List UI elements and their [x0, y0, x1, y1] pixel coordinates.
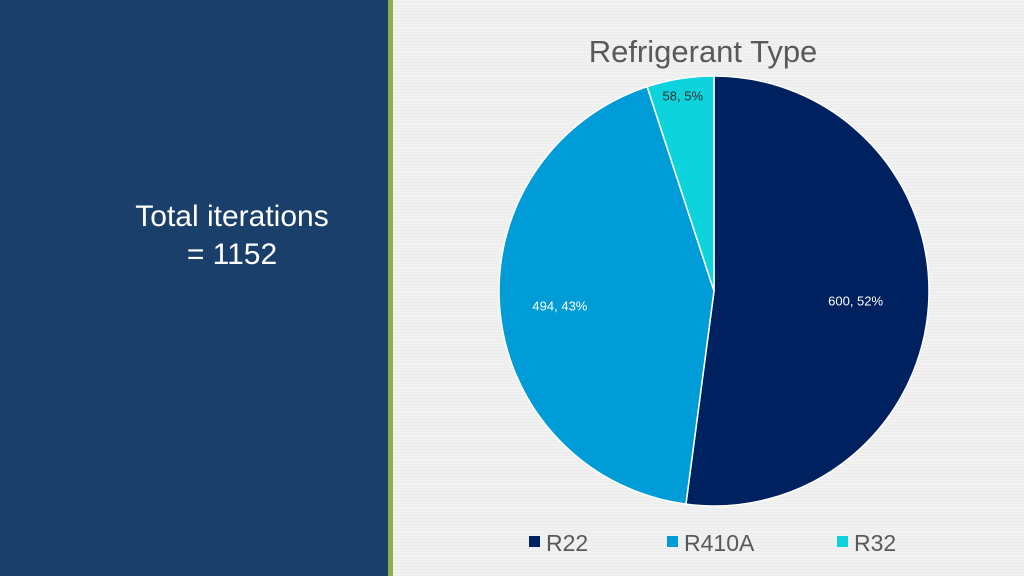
data-label-r22: 600, 52%	[828, 293, 883, 308]
total-iterations-text: Total iterations = 1152	[80, 198, 384, 274]
pie-slice-r22	[685, 75, 930, 507]
pie-slice-r410a	[498, 85, 715, 506]
pie-slice-r32	[646, 75, 715, 292]
accent-divider	[388, 0, 393, 576]
total-iterations-line1: Total iterations	[135, 200, 329, 233]
legend-label-r22: R22	[546, 530, 588, 556]
legend-swatch-r410a	[667, 536, 678, 547]
left-panel: Total iterations = 1152	[0, 0, 388, 576]
pie-chart: Refrigerant Type 600, 52%494, 43%58, 5% …	[498, 34, 930, 556]
pie-data-labels: 600, 52% 494, 43% 58, 5%	[532, 89, 883, 314]
legend-label-r410a: R410A	[684, 530, 755, 556]
data-label-r410a: 494, 43%	[532, 298, 587, 313]
total-iterations-line2: = 1152	[186, 238, 278, 271]
chart-title: Refrigerant Type	[589, 34, 818, 69]
legend-swatch-r22	[529, 536, 540, 547]
legend-item-r410a: R410A	[667, 530, 755, 556]
legend-swatch-r32	[837, 536, 848, 547]
legend-item-r22: R22	[529, 530, 588, 556]
pie-slices	[498, 75, 930, 507]
legend-label-r32: R32	[854, 530, 896, 556]
legend-item-r32: R32	[837, 530, 896, 556]
data-label-r32: 58, 5%	[663, 89, 704, 104]
chart-legend: R22 R410A R32	[529, 530, 896, 556]
